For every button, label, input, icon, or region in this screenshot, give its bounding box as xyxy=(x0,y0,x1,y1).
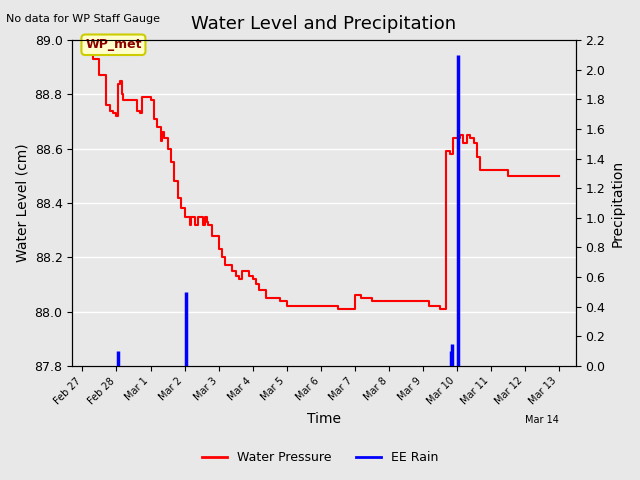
Text: WP_met: WP_met xyxy=(85,38,141,51)
X-axis label: Time: Time xyxy=(307,412,341,426)
Text: Mar 14: Mar 14 xyxy=(525,415,559,425)
Y-axis label: Water Level (cm): Water Level (cm) xyxy=(15,144,29,263)
Y-axis label: Precipitation: Precipitation xyxy=(611,159,625,247)
Legend: Water Pressure, EE Rain: Water Pressure, EE Rain xyxy=(196,446,444,469)
Title: Water Level and Precipitation: Water Level and Precipitation xyxy=(191,15,456,33)
Text: No data for WP Staff Gauge: No data for WP Staff Gauge xyxy=(6,14,161,24)
